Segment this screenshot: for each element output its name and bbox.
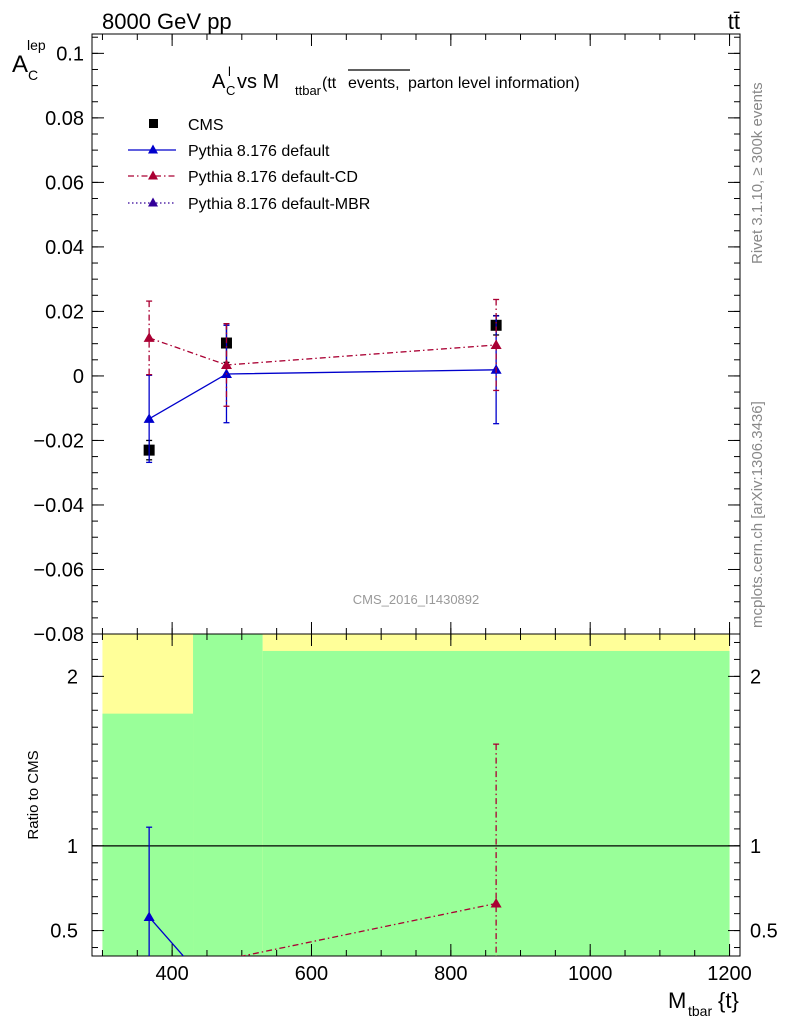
- data-point-marker: [220, 359, 232, 369]
- main-y-tick-label: 0.08: [45, 108, 84, 130]
- title-main-sub: C: [226, 83, 235, 98]
- legend-label-default: Pythia 8.176 default: [188, 143, 330, 160]
- main-chart-title: A C l vs M ttbar (tt events, parton leve…: [212, 64, 580, 98]
- x-tick-label: 600: [295, 963, 328, 985]
- legend-label-cms: CMS: [188, 117, 224, 134]
- main-y-tick-label: −0.06: [33, 559, 84, 581]
- ratio-series-0: [143, 826, 185, 956]
- legend-label-default-mbr: Pythia 8.176 default-MBR: [188, 196, 370, 213]
- main-y-tick-label: 0.02: [45, 301, 84, 323]
- source-label: mcplots.cern.ch [arXiv:1306.3436]: [749, 401, 766, 628]
- ratio-point-marker: [143, 911, 155, 922]
- ratio-data-series: [143, 743, 502, 956]
- x-tick-label: 1000: [568, 963, 613, 985]
- ratio-series-1: [239, 743, 502, 956]
- analysis-watermark: CMS_2016_I1430892: [353, 592, 480, 607]
- ratio-y-tick-label-right: 2: [750, 666, 761, 688]
- y-label-sub: C: [28, 67, 38, 83]
- title-vs-sub: ttbar: [295, 83, 322, 98]
- x-label-rest: {t}: [718, 988, 739, 1013]
- title-vs: vs M: [237, 71, 279, 93]
- main-series-2: [143, 298, 502, 407]
- data-point-marker: [490, 339, 502, 349]
- data-point-marker: [143, 413, 155, 423]
- title-main-sup: l: [228, 64, 231, 79]
- x-axis-label: M tbar {t}: [668, 988, 739, 1019]
- ratio-point-marker: [490, 897, 502, 908]
- title-rest: parton level information): [408, 75, 580, 92]
- ratio-series-line: [239, 902, 497, 956]
- ratio-y-axis-label: Ratio to CMS: [25, 750, 42, 839]
- legend-entry-default-mbr: Pythia 8.176 default-MBR: [128, 196, 370, 213]
- rivet-version-label: Rivet 3.1.10, ≥ 300k events: [749, 82, 766, 264]
- main-series-1: [143, 315, 502, 464]
- legend: CMS Pythia 8.176 default Pythia 8.176 de…: [128, 117, 370, 213]
- y-label-main: A: [12, 51, 28, 78]
- main-data-series: [143, 298, 502, 464]
- ratio-y-tick-label: 0.5: [50, 921, 78, 943]
- legend-entry-cms: CMS: [149, 117, 224, 134]
- series-line: [148, 337, 497, 366]
- title-overline-text: events,: [348, 75, 400, 92]
- main-y-tick-label: 0: [73, 366, 84, 388]
- main-y-tick-label: −0.04: [33, 495, 84, 517]
- legend-marker-default-cd: [148, 170, 158, 180]
- ratio-series-line: [148, 916, 185, 956]
- ratio-uncertainty-bands: [92, 634, 740, 956]
- x-tick-label: 400: [155, 963, 188, 985]
- x-label-main: M: [668, 988, 686, 1013]
- main-y-tick-label: 0.1: [56, 43, 84, 65]
- ratio-band-green: [193, 634, 263, 956]
- data-point-marker: [143, 332, 155, 342]
- legend-entry-default-cd: Pythia 8.176 default-CD: [128, 169, 358, 186]
- ratio-y-tick-label-right: 0.5: [750, 921, 778, 943]
- series-line: [148, 369, 497, 420]
- legend-label-default-cd: Pythia 8.176 default-CD: [188, 169, 358, 186]
- title-paren-open: (tt: [322, 75, 337, 92]
- main-y-tick-label: 0.04: [45, 237, 84, 259]
- main-series-0: [143, 314, 502, 461]
- legend-entry-default: Pythia 8.176 default: [128, 143, 330, 160]
- energy-label: 8000 GeV pp: [102, 9, 232, 34]
- legend-marker-cms: [149, 119, 158, 128]
- x-label-sub: tbar: [688, 1003, 712, 1019]
- ratio-y-tick-label: 2: [67, 666, 78, 688]
- legend-marker-default: [148, 144, 158, 154]
- main-axis-ticks: 0.1 0.08 0.06 0.04 0.02 0 −0.02 −0.04 −0.06 −0.08: [33, 34, 740, 646]
- main-y-tick-label: −0.08: [33, 624, 84, 646]
- main-y-tick-label: −0.02: [33, 430, 84, 452]
- ratio-y-tick-label: 1: [67, 836, 78, 858]
- y-label-sup: lep: [27, 37, 46, 53]
- main-y-axis-label: A C lep: [12, 37, 46, 83]
- x-tick-label: 1200: [707, 963, 752, 985]
- title-main: A: [212, 71, 226, 93]
- ratio-axis-ticks: 0.5 0.5 1 1 2 2 400 600 800 1000 1200: [50, 634, 778, 985]
- legend-marker-default-mbr: [148, 197, 158, 207]
- x-tick-label: 800: [434, 963, 467, 985]
- main-y-tick-label: 0.06: [45, 172, 84, 194]
- ratio-y-tick-label-right: 1: [750, 836, 761, 858]
- process-label: tt̄: [728, 9, 740, 34]
